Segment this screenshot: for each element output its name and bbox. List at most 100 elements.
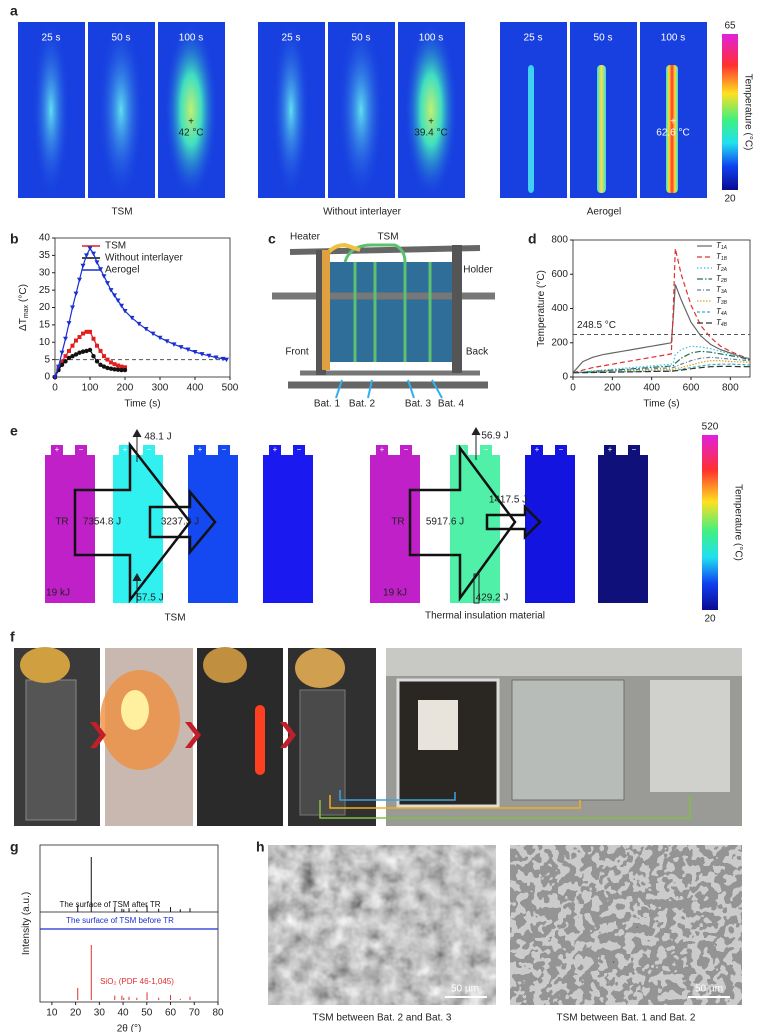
- link: [329, 795, 581, 809]
- marker: [87, 246, 93, 251]
- tsm-sheets: [343, 243, 432, 362]
- colorbar-min: 20: [704, 614, 716, 625]
- y-tick-label: 15: [39, 320, 51, 331]
- energy-label: 3237.3 J: [161, 517, 199, 528]
- x-tick-label: 20: [70, 1008, 82, 1019]
- reference-label: 248.5 °C: [577, 320, 616, 331]
- terminal: [218, 445, 230, 455]
- legend-label: Aerogel: [105, 265, 139, 276]
- terminal-sign: −: [222, 445, 227, 454]
- marker: [59, 350, 65, 356]
- caption: TSM between Bat. 1 and Bat. 2: [557, 1013, 696, 1024]
- time-label: 100 s: [179, 33, 203, 44]
- series-label: SiO₂ (PDF 46-1,045): [100, 977, 174, 986]
- terminal: [293, 445, 305, 455]
- colorbar: [722, 34, 738, 190]
- marker: [74, 338, 78, 343]
- heat-stripe: [528, 65, 534, 193]
- sem-image: [510, 845, 742, 1005]
- marker: [109, 360, 113, 365]
- flame: [203, 647, 247, 683]
- diagram-label: TSM: [377, 232, 398, 243]
- glow: [255, 705, 265, 775]
- heat-glow: [405, 22, 457, 198]
- energy-label: 56.9 J: [481, 431, 508, 442]
- y-tick-label: 0: [562, 372, 568, 383]
- x-tick-label: 30: [94, 1008, 106, 1019]
- legend-name: T: [716, 285, 722, 294]
- terminal: [75, 445, 87, 455]
- diagram-label: Bat. 4: [438, 399, 465, 410]
- marker: [70, 343, 75, 348]
- time-label: 25 s: [524, 33, 543, 44]
- marker: [91, 353, 96, 359]
- legend-sub: 2B: [720, 278, 728, 284]
- marker: [98, 348, 103, 353]
- marker: [150, 331, 156, 337]
- x-axis-label: 2θ (°): [117, 1024, 142, 1032]
- energy-label: 19 kJ: [383, 588, 407, 599]
- temp-annotation: 42 °C: [178, 128, 203, 139]
- marker: [136, 321, 142, 327]
- battery: [370, 455, 420, 603]
- sem-images: [268, 845, 742, 1005]
- marker: [63, 354, 68, 359]
- energy-label: 429.2 J: [476, 593, 509, 604]
- group-caption: TSM: [111, 207, 132, 218]
- colorbar-max: 520: [702, 422, 719, 433]
- marker: [91, 336, 96, 341]
- time-label: 100 s: [419, 33, 443, 44]
- terminal-sign: −: [632, 445, 637, 454]
- marker: [112, 293, 117, 298]
- terminal-sign: −: [297, 445, 302, 454]
- battery-block: [322, 262, 454, 362]
- marker: [70, 305, 75, 310]
- trace-label: The surface of TSM before TR: [66, 916, 174, 925]
- marker: [70, 353, 75, 359]
- marker: [88, 329, 92, 334]
- x-tick-label: 400: [187, 383, 204, 394]
- energy-label: TR: [391, 517, 404, 528]
- legend-label: T1A: [716, 241, 728, 251]
- x-tick-label: 40: [118, 1008, 130, 1019]
- caption: TSM between Bat. 2 and Bat. 3: [313, 1013, 452, 1024]
- marker: [115, 367, 121, 372]
- scale-label: 50 µm: [451, 984, 479, 995]
- terminal: [51, 445, 63, 455]
- marker: [59, 362, 65, 368]
- terminal-sign: +: [380, 445, 385, 454]
- temp-annotation: 39.4 °C: [414, 128, 447, 139]
- x-tick-label: 80: [212, 1008, 224, 1019]
- series-line: [572, 284, 751, 374]
- x-tick-label: 800: [722, 383, 739, 394]
- y-tick-label: 200: [551, 337, 568, 348]
- marker: [143, 327, 149, 332]
- legend-label: T4A: [716, 307, 728, 317]
- panel-label: h: [256, 839, 265, 855]
- marker: [94, 260, 100, 265]
- y-tick-label: 5: [44, 354, 50, 365]
- arrow: [473, 573, 480, 604]
- legend-label: T4B: [716, 318, 728, 328]
- marker: [192, 349, 198, 355]
- diagram-label: Holder: [463, 265, 493, 276]
- chevron: [90, 722, 296, 748]
- x-tick-label: 200: [117, 383, 134, 394]
- flame: [20, 647, 70, 683]
- legend-label: T2A: [716, 263, 728, 273]
- marker: [63, 336, 68, 342]
- series-line: [572, 356, 751, 374]
- colorbar: [702, 435, 718, 610]
- x-tick-label: 10: [46, 1008, 58, 1019]
- module-diagram: [272, 242, 495, 399]
- time-label: 50 s: [594, 33, 613, 44]
- terminal: [376, 445, 388, 455]
- marker: [73, 291, 79, 297]
- heater-plate: [322, 250, 330, 370]
- series-line: [572, 350, 751, 374]
- ruler: [386, 648, 742, 676]
- y-tick-label: 400: [551, 303, 568, 314]
- battery: [263, 455, 313, 603]
- terminal: [604, 445, 616, 455]
- y-tick-label: 30: [39, 267, 51, 278]
